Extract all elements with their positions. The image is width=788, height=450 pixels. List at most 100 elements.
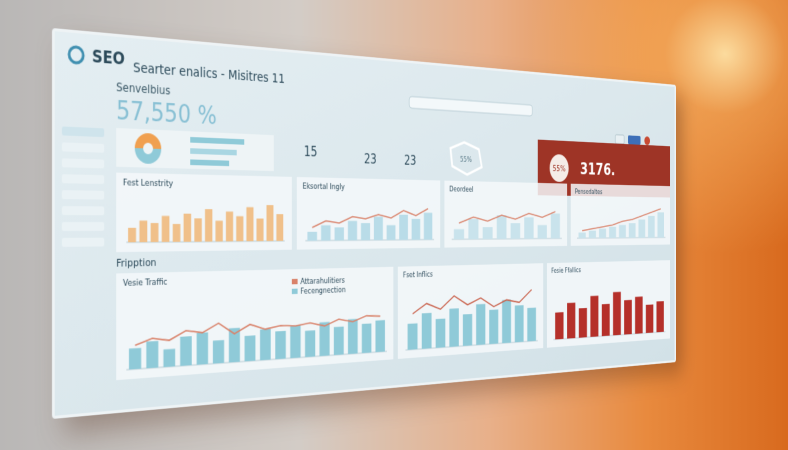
- stat: 15: [304, 145, 317, 160]
- bar: [453, 229, 465, 240]
- bar: [290, 325, 301, 359]
- panel-title: Fesie Ffallics: [551, 266, 581, 275]
- bar: [236, 216, 244, 242]
- summary-label: Senvelbius: [116, 80, 170, 98]
- bar: [246, 207, 254, 242]
- bar: [502, 299, 512, 344]
- legend-swatch: [291, 278, 298, 285]
- panel: [397, 263, 544, 359]
- bar: [476, 303, 486, 346]
- panel: [116, 266, 394, 381]
- bar: [212, 340, 225, 364]
- panel-title: Vesie Traffic: [123, 277, 168, 288]
- bar: [411, 218, 421, 240]
- bar: [260, 328, 271, 361]
- bar: [347, 318, 358, 355]
- dashboard: SEO Searter enalics - Misitres 11 Senvel…: [54, 31, 675, 416]
- card: [116, 127, 274, 172]
- bar: [524, 217, 534, 239]
- bar: [225, 211, 234, 242]
- menu-item[interactable]: [61, 158, 105, 169]
- bar: [305, 330, 316, 358]
- bar: [407, 323, 418, 350]
- bar: [128, 227, 137, 243]
- donut: [134, 148, 162, 165]
- bar: [204, 209, 213, 242]
- bar: [307, 231, 318, 241]
- bar: [163, 348, 176, 368]
- menu-item[interactable]: [61, 174, 105, 184]
- bar: [244, 335, 256, 362]
- bar: [215, 220, 223, 242]
- bar: [638, 219, 646, 238]
- bar: [333, 326, 344, 356]
- stat: 23: [364, 153, 377, 168]
- bar: [266, 205, 274, 242]
- bar: [449, 308, 459, 347]
- bar: [373, 216, 383, 241]
- bar: [194, 218, 202, 242]
- panel-title: Eksortal Ingly: [303, 182, 345, 192]
- bar: [588, 230, 596, 239]
- bar: [510, 223, 521, 239]
- menu-item[interactable]: [61, 190, 105, 200]
- bar: [555, 312, 564, 340]
- bar: [578, 307, 587, 338]
- bar: [567, 302, 576, 339]
- highlight-percent: 55%: [553, 164, 566, 174]
- bar: [361, 323, 372, 354]
- menu-item[interactable]: [61, 222, 105, 231]
- bar: [421, 312, 432, 349]
- menu-item[interactable]: [61, 237, 105, 247]
- bar: [275, 330, 286, 360]
- button[interactable]: [615, 135, 624, 144]
- panel: [444, 180, 568, 248]
- bar: [635, 296, 643, 334]
- panel: [116, 172, 292, 253]
- menu-item[interactable]: [61, 206, 105, 216]
- bar: [624, 299, 632, 335]
- highlight-value: 3176.: [580, 159, 615, 180]
- bar: [609, 226, 617, 238]
- bar: [482, 227, 493, 240]
- panel-title: Fset Inflics: [403, 270, 433, 280]
- bar: [578, 232, 586, 239]
- bar: [657, 212, 665, 238]
- sidebar: [61, 126, 105, 247]
- menu-item[interactable]: [61, 142, 105, 153]
- hexagon-label: 55%: [460, 155, 472, 164]
- bar: [550, 213, 560, 239]
- bar: [423, 212, 433, 240]
- bar: [183, 213, 192, 242]
- logo: SEO: [92, 46, 125, 68]
- bar: [599, 228, 607, 239]
- bar: [527, 307, 536, 342]
- bar: [601, 303, 610, 337]
- bar: [618, 224, 626, 238]
- bar: [161, 215, 170, 243]
- button[interactable]: [628, 135, 641, 145]
- bar: [399, 214, 408, 240]
- bar: [489, 309, 499, 345]
- bar: [146, 340, 159, 369]
- section-label: Fripption: [116, 257, 156, 270]
- bar: [514, 305, 524, 343]
- bar: [375, 320, 385, 353]
- bar: [196, 332, 209, 365]
- panel-title: Deordeel: [449, 185, 473, 194]
- bar: [180, 336, 192, 366]
- bar: [645, 304, 654, 334]
- bar: [347, 220, 358, 241]
- bar: [648, 215, 655, 238]
- bar: [590, 295, 599, 337]
- bar: [276, 214, 284, 241]
- bar: [537, 225, 547, 239]
- legend-swatch: [291, 288, 298, 295]
- menu-item[interactable]: [61, 126, 105, 138]
- donut: [134, 132, 162, 149]
- bar: [172, 223, 181, 242]
- bar: [462, 313, 473, 346]
- panel-title: Fest Lenstrity: [123, 178, 173, 189]
- bar: [128, 347, 142, 370]
